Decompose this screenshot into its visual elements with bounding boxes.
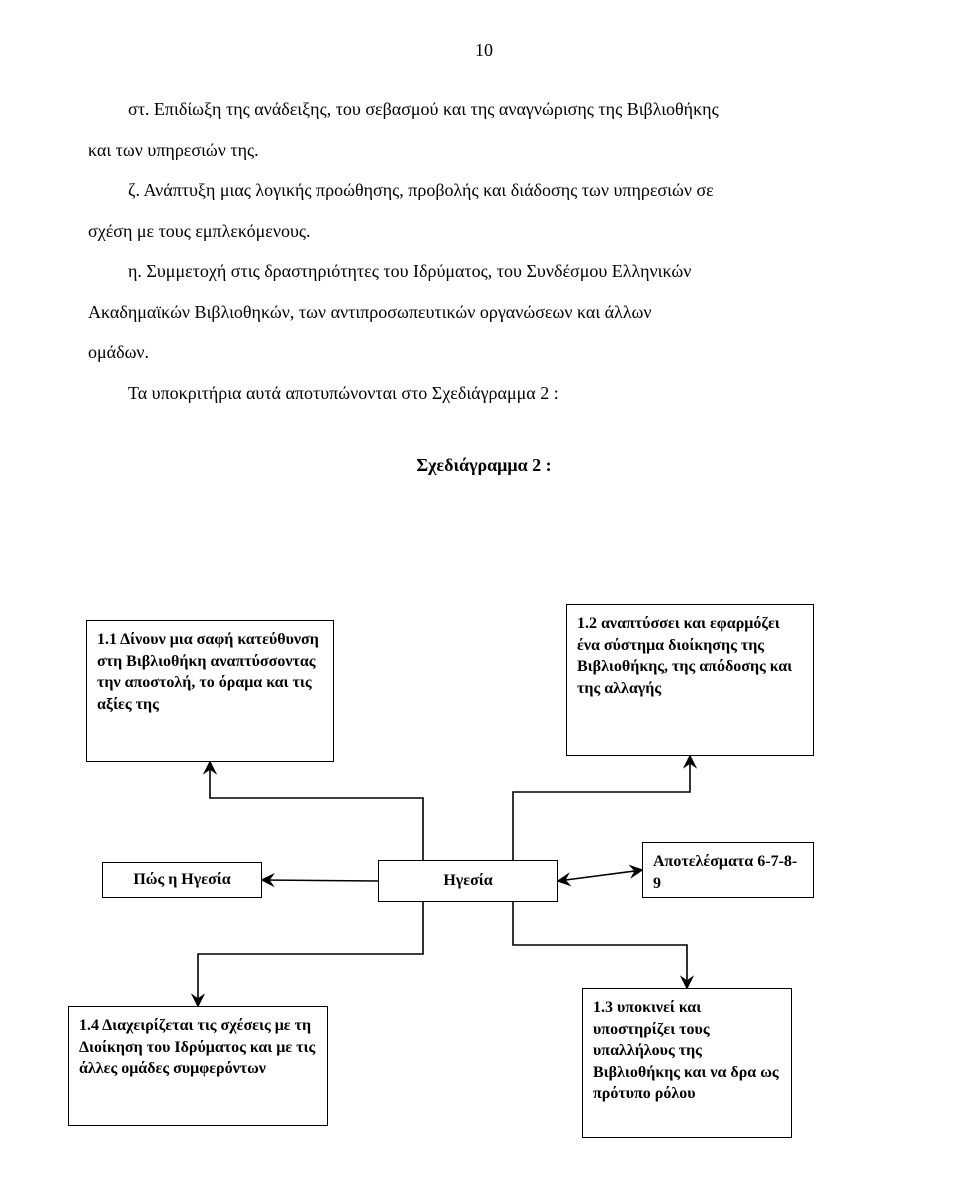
para-h-line1: η. Συμμετοχή στις δραστηριότητες του Ιδρ…: [128, 261, 691, 281]
para-st-line2: και των υπηρεσιών της.: [88, 140, 259, 160]
node-1-2: 1.2 αναπτύσσει και εφαρμόζει ένα σύστημα…: [566, 604, 814, 756]
para-z-line2: σχέση με τους εμπλεκόμενους.: [88, 221, 311, 241]
node-1-4: 1.4 Διαχειρίζεται τις σχέσεις με τη Διοί…: [68, 1006, 328, 1126]
body-text: στ. Επιδίωξη της ανάδειξης, του σεβασμού…: [88, 89, 880, 413]
diagram-title: Σχεδιάγραμμα 2 :: [88, 455, 880, 476]
para-intro: Τα υποκριτήρια αυτά αποτυπώνονται στο Σχ…: [128, 383, 559, 403]
node-1-3: 1.3 υποκινεί και υποστηρίζει τους υπαλλή…: [582, 988, 792, 1138]
para-h-line2: Ακαδημαϊκών Βιβλιοθηκών, των αντιπροσωπε…: [88, 302, 652, 322]
node-results: Αποτελέσματα 6-7-8-9: [642, 842, 814, 898]
para-st-line1: στ. Επιδίωξη της ανάδειξης, του σεβασμού…: [128, 99, 719, 119]
node-1-1: 1.1 Δίνουν μια σαφή κατεύθυνση στη Βιβλι…: [86, 620, 334, 762]
para-h-line3: ομάδων.: [88, 342, 149, 362]
page: 10 στ. Επιδίωξη της ανάδειξης, του σεβασ…: [0, 0, 960, 1188]
node-leadership: Ηγεσία: [378, 860, 558, 902]
para-z-line1: ζ. Ανάπτυξη μιας λογικής προώθησης, προβ…: [128, 180, 714, 200]
node-how-leadership: Πώς η Ηγεσία: [102, 862, 262, 898]
page-number: 10: [88, 40, 880, 61]
